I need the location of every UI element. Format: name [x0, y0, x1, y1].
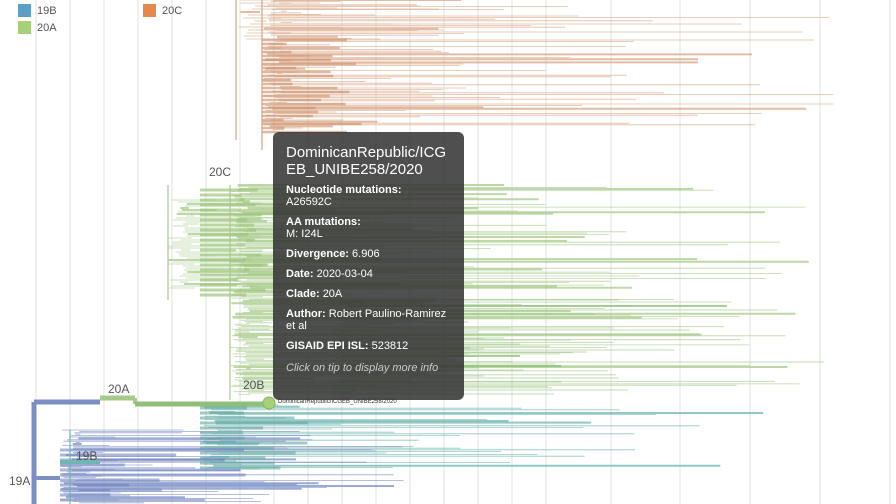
clade-label-19A: 19A	[9, 474, 31, 488]
tooltip-click-hint: Click on tip to display more info	[286, 362, 439, 374]
legend-swatch-19B	[18, 4, 31, 17]
tooltip-author: Author: Robert Paulino-Ramirez et al	[286, 308, 454, 332]
legend-item-19B[interactable]: 19B	[18, 4, 57, 17]
tooltip-nuc-value: A26592C	[286, 196, 332, 208]
tooltip-nuc-label: Nucleotide mutations:	[286, 184, 402, 196]
selected-tip-label[interactable]: DominicanRepublic/ICGEB_UNIBE258/2020	[278, 399, 397, 405]
tooltip-date-label: Date:	[286, 268, 314, 280]
tooltip-gisaid: GISAID EPI ISL: 523812	[286, 340, 454, 352]
tooltip-aa-label: AA mutations:	[286, 216, 361, 228]
tooltip-strain-name: DominicanRepublic/ICGEB_UNIBE258/2020	[286, 144, 447, 178]
tooltip-date-value: 2020-03-04	[316, 268, 373, 280]
tooltip-divergence-label: Divergence:	[286, 248, 349, 260]
tooltip-clade-value: 20A	[322, 288, 343, 300]
clade-label-20B: 20B	[243, 378, 265, 392]
legend-label-19B: 19B	[37, 4, 57, 17]
tooltip-aa-value: M: I24L	[286, 228, 323, 240]
legend-label-20A: 20A	[37, 21, 57, 34]
legend-item-20C[interactable]: 20C	[143, 4, 182, 17]
legend-label-20C: 20C	[162, 4, 183, 17]
clade-label-20C: 20C	[209, 165, 232, 179]
tooltip-author-value: Robert Paulino-Ramirez et al	[286, 308, 447, 332]
clade-label-20A: 20A	[108, 382, 130, 396]
legend-swatch-20C	[143, 4, 156, 17]
selected-tip-node[interactable]	[262, 396, 276, 410]
tooltip-aa-mutations: AA mutations: M: I24L	[286, 216, 454, 240]
tooltip-divergence-value: 6.906	[352, 248, 380, 260]
tooltip-clade-label: Clade:	[286, 288, 320, 300]
clade-label-19B: 19B	[76, 449, 98, 463]
tooltip-divergence: Divergence: 6.906	[286, 248, 454, 260]
tip-info-tooltip: DominicanRepublic/ICGEB_UNIBE258/2020 Nu…	[273, 132, 464, 400]
tooltip-date: Date: 2020-03-04	[286, 268, 454, 280]
tooltip-gisaid-label: GISAID EPI ISL:	[286, 340, 369, 352]
tooltip-author-label: Author:	[286, 308, 326, 320]
legend-item-20A[interactable]: 20A	[18, 21, 57, 34]
tooltip-gisaid-value: 523812	[371, 340, 409, 352]
tree-backbone[interactable]	[31, 395, 269, 504]
tooltip-nucleotide-mutations: Nucleotide mutations: A26592C	[286, 184, 454, 208]
tooltip-clade: Clade: 20A	[286, 288, 454, 300]
legend-swatch-20A	[18, 21, 31, 34]
